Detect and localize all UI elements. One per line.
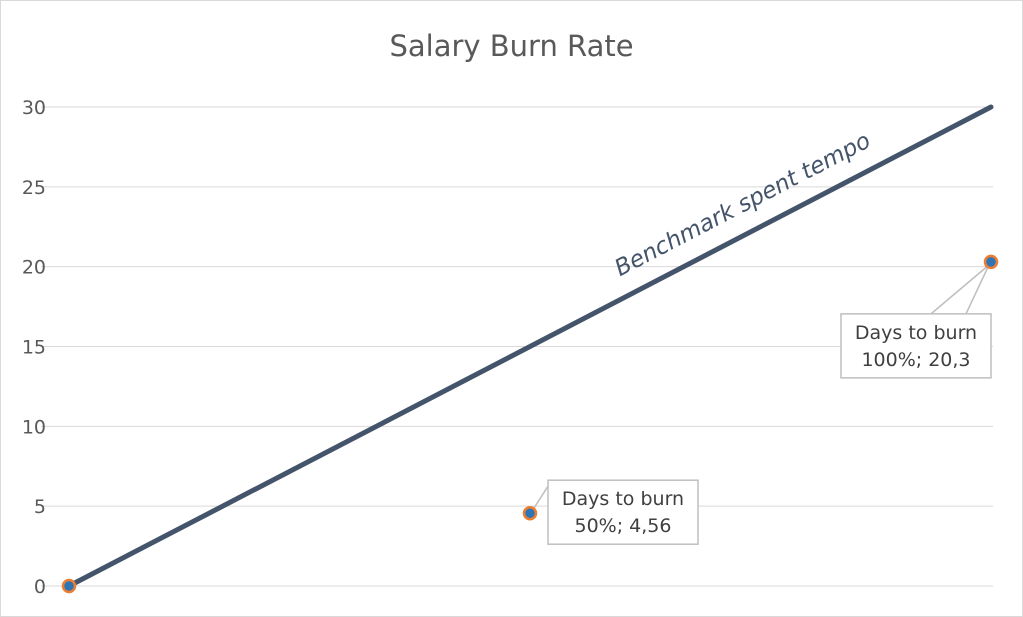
data-point bbox=[522, 505, 538, 521]
callout-line-2: 50%; 4,56 bbox=[575, 515, 672, 537]
y-tick-label: 15 bbox=[22, 337, 46, 359]
y-tick-label: 5 bbox=[34, 496, 46, 518]
data-point bbox=[61, 578, 77, 594]
chart-title: Salary Burn Rate bbox=[389, 29, 634, 63]
callout-line-1: Days to burn bbox=[855, 322, 977, 344]
benchmark-line-label: Benchmark spent tempo bbox=[611, 128, 875, 282]
callout-box bbox=[547, 479, 699, 545]
callout-leader bbox=[531, 485, 549, 512]
callout-line-2: 100%; 20,3 bbox=[861, 349, 970, 371]
benchmark-line bbox=[66, 104, 994, 589]
callout-line-1: Days to burn bbox=[562, 488, 684, 510]
y-tick-label: 30 bbox=[22, 97, 46, 119]
y-tick-label: 25 bbox=[22, 177, 46, 199]
y-tick-label: 0 bbox=[34, 576, 46, 598]
data-point bbox=[983, 254, 999, 270]
callout-leader bbox=[930, 264, 990, 315]
y-tick-label: 10 bbox=[22, 416, 46, 438]
callout-box bbox=[840, 313, 992, 379]
y-tick-label: 20 bbox=[22, 257, 46, 279]
